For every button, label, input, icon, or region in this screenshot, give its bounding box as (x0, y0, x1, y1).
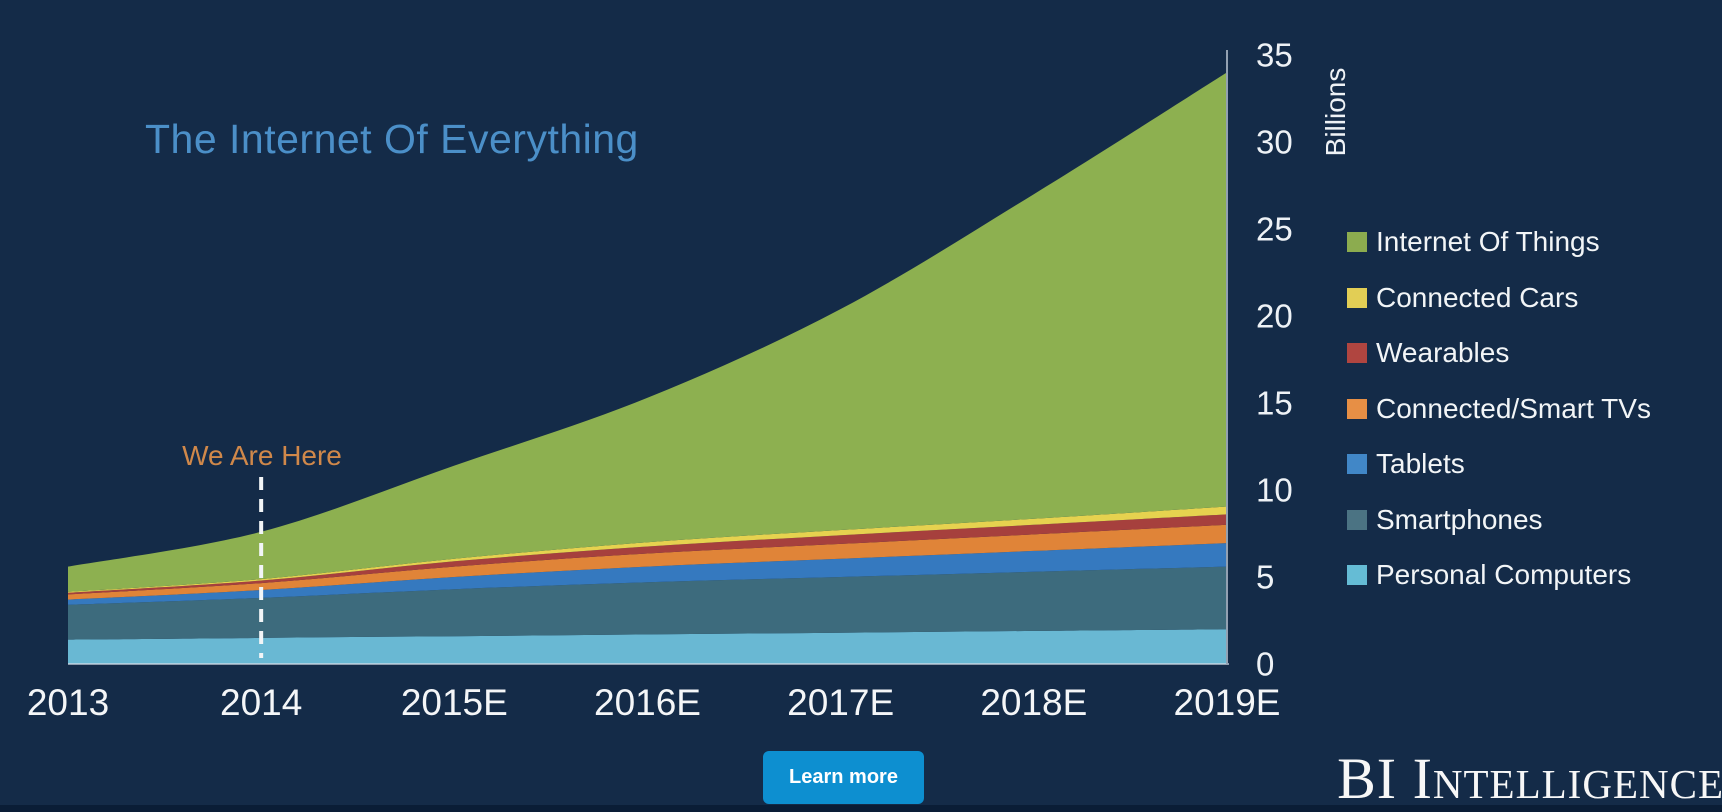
y-tick-label-25: 25 (1256, 210, 1293, 248)
y-tick-label-10: 10 (1256, 471, 1293, 509)
learn-more-button[interactable]: Learn more (763, 751, 924, 804)
legend-label: Connected Cars (1376, 281, 1579, 313)
bi-intelligence-logo: BI Intelligence (1337, 746, 1722, 811)
x-label-2013: 2013 (26, 682, 110, 723)
y-tick-label-20: 20 (1256, 297, 1293, 335)
legend-swatch (1347, 565, 1367, 585)
legend-swatch (1347, 509, 1367, 530)
legend-item-connected-cars: Connected Cars (1347, 281, 1579, 313)
legend-swatch (1347, 232, 1367, 252)
bottom-bar (0, 805, 1722, 812)
x-label-2018e: 2018E (980, 682, 1088, 723)
legend-label: Wearables (1376, 337, 1510, 368)
area-connected-cars (68, 506, 1227, 593)
y-tick-label-30: 30 (1256, 123, 1293, 161)
x-label-2016e: 2016E (594, 682, 701, 723)
area-connected-smart-tvs (68, 524, 1227, 600)
legend-label: Personal Computers (1376, 559, 1632, 590)
legend-swatch (1347, 343, 1367, 363)
legend-label: Connected/Smart TVs (1376, 392, 1651, 424)
area-wearables (68, 514, 1227, 595)
y-axis-unit-label: Billions (1320, 67, 1351, 157)
area-personal-computers (68, 629, 1227, 664)
legend-item-personal-computers: Personal Computers (1347, 561, 1631, 589)
y-tick-label-5: 5 (1256, 558, 1275, 596)
legend-item-smartphones: Smartphones (1347, 503, 1543, 535)
x-label-2017e: 2017E (787, 682, 895, 723)
legend-label: Tablets (1376, 448, 1465, 479)
legend-item-internet-of-things: Internet Of Things (1347, 228, 1600, 256)
legend-item-connected-smart-tvs: Connected/Smart TVs (1347, 392, 1651, 424)
x-label-2019e: 2019E (1173, 682, 1281, 723)
legend-item-wearables: Wearables (1347, 339, 1509, 367)
y-tick-label-15: 15 (1256, 384, 1293, 422)
legend-item-tablets: Tablets (1347, 450, 1465, 478)
y-tick-label-0: 0 (1256, 645, 1275, 683)
legend-swatch (1347, 454, 1367, 474)
legend-swatch (1347, 287, 1367, 308)
we-are-here-annotation: We Are Here (182, 440, 342, 471)
area-internet-of-things (68, 72, 1227, 592)
legend-swatch (1347, 398, 1367, 419)
x-label-2014: 2014 (220, 682, 303, 723)
y-tick-label-35: 35 (1256, 36, 1293, 74)
area-tablets (68, 543, 1227, 605)
page-title: The Internet Of Everything (145, 116, 639, 162)
area-smartphones (68, 566, 1227, 640)
legend-label: Smartphones (1376, 503, 1543, 535)
x-label-2015e: 2015E (400, 682, 508, 723)
legend-label: Internet Of Things (1376, 226, 1600, 257)
